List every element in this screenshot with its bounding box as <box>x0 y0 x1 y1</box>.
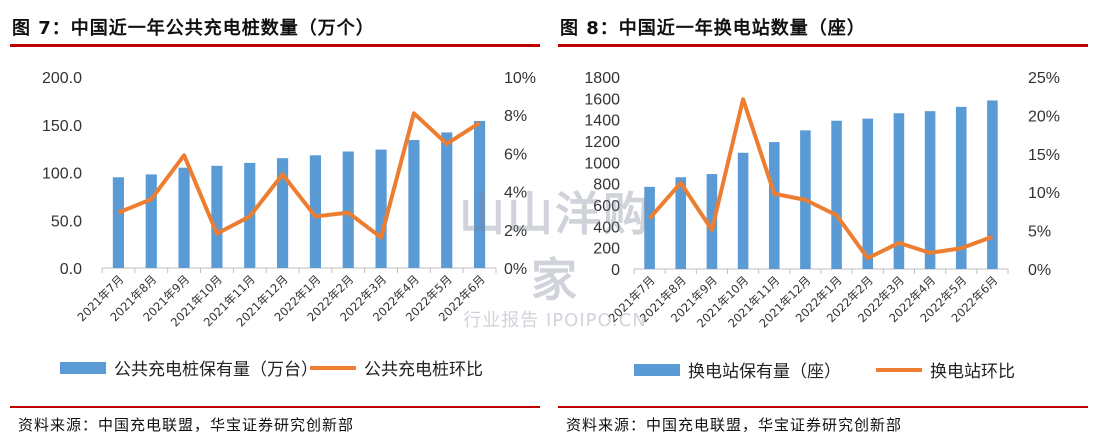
legend-bar-swatch <box>60 362 106 374</box>
bar <box>342 151 354 268</box>
y-right-tick-label: 20% <box>1028 108 1060 125</box>
bar <box>178 167 190 268</box>
y-left-tick-label: 1200 <box>584 134 620 151</box>
figure-8-panel: 图 8：中国近一年换电站数量（座） 0 200 400 600 800 1000 1200 1… <box>558 0 1088 444</box>
y-right-tick-label: 5% <box>1028 224 1051 241</box>
bar <box>831 120 842 269</box>
y-left-tick-label: 1800 <box>584 70 620 87</box>
bar <box>955 106 967 269</box>
title-rule <box>10 44 540 47</box>
bar <box>277 158 289 268</box>
bar <box>112 177 124 268</box>
y-left-tick-label: 100.0 <box>42 166 82 183</box>
y-left-tick-label: 600 <box>593 198 620 215</box>
bar <box>987 100 998 269</box>
y-right-tick-label: 10% <box>1028 185 1060 202</box>
y-left-tick-label: 1400 <box>584 113 620 130</box>
y-left-tick-label: 0.0 <box>60 261 82 278</box>
chart-figure-7: 0.050.0100.0150.0200.00%2%4%6%8%10%2021年… <box>42 70 536 380</box>
legend-line-label: 换电站环比 <box>930 362 1015 382</box>
bar <box>768 142 780 269</box>
y-left-tick-label: 1600 <box>584 91 620 108</box>
title-rule <box>558 44 1088 47</box>
bar <box>474 120 486 269</box>
bar <box>737 152 749 269</box>
y-left-tick-label: 150.0 <box>42 118 82 135</box>
legend-line-label: 公共充电桩环比 <box>364 360 483 380</box>
bar <box>862 118 874 269</box>
y-right-tick-label: 15% <box>1028 147 1060 164</box>
bar <box>644 186 655 269</box>
y-left-tick-label: 1000 <box>584 155 620 172</box>
y-left-tick-label: 200.0 <box>42 70 82 87</box>
series-line <box>648 97 994 261</box>
bar <box>408 140 420 268</box>
legend-bar-label: 换电站保有量（座） <box>688 362 841 382</box>
bar <box>675 177 687 269</box>
legend-bar-label: 公共充电桩保有量（万台） <box>114 360 318 380</box>
figure-title: 图 7：中国近一年公共充电桩数量（万个） <box>12 18 375 39</box>
bar <box>441 132 453 268</box>
bar <box>375 149 387 268</box>
y-left-tick-label: 200 <box>593 241 620 258</box>
legend-bar-swatch <box>634 364 680 376</box>
bar <box>309 155 321 268</box>
source-rule <box>10 406 540 408</box>
source-note: 资料来源：中国充电联盟，华宝证券研究创新部 <box>18 416 355 434</box>
y-left-tick-label: 800 <box>593 177 620 194</box>
bar <box>211 165 223 268</box>
y-right-tick-label: 25% <box>1028 70 1060 87</box>
y-left-tick-label: 0 <box>611 262 620 279</box>
figure-7-panel: 图 7：中国近一年公共充电桩数量（万个） 0.0 50.0 100.0 150.0 20… <box>10 0 540 444</box>
y-left-tick-label: 400 <box>593 219 620 236</box>
source-note: 资料来源：中国充电联盟，华宝证券研究创新部 <box>566 416 903 434</box>
bar <box>924 111 936 269</box>
bar <box>145 174 157 268</box>
chart-figure-8: 0 200 400 600 800 1000 1200 1400 1600 1800 0% 5% 10%… <box>584 70 1060 382</box>
y-right-tick-label: 2% <box>504 223 527 240</box>
series-line <box>117 111 481 240</box>
y-right-tick-label: 10% <box>504 70 536 87</box>
y-left-tick-label: 50.0 <box>51 213 82 230</box>
y-right-tick-label: 8% <box>504 108 527 125</box>
y-right-tick-label: 0% <box>1028 262 1051 279</box>
figure-title: 图 8：中国近一年换电站数量（座） <box>560 18 866 39</box>
bar <box>893 113 905 269</box>
source-rule <box>558 406 1088 408</box>
y-right-tick-label: 6% <box>504 146 527 163</box>
y-right-tick-label: 4% <box>504 185 527 202</box>
y-right-tick-label: 0% <box>504 261 527 278</box>
